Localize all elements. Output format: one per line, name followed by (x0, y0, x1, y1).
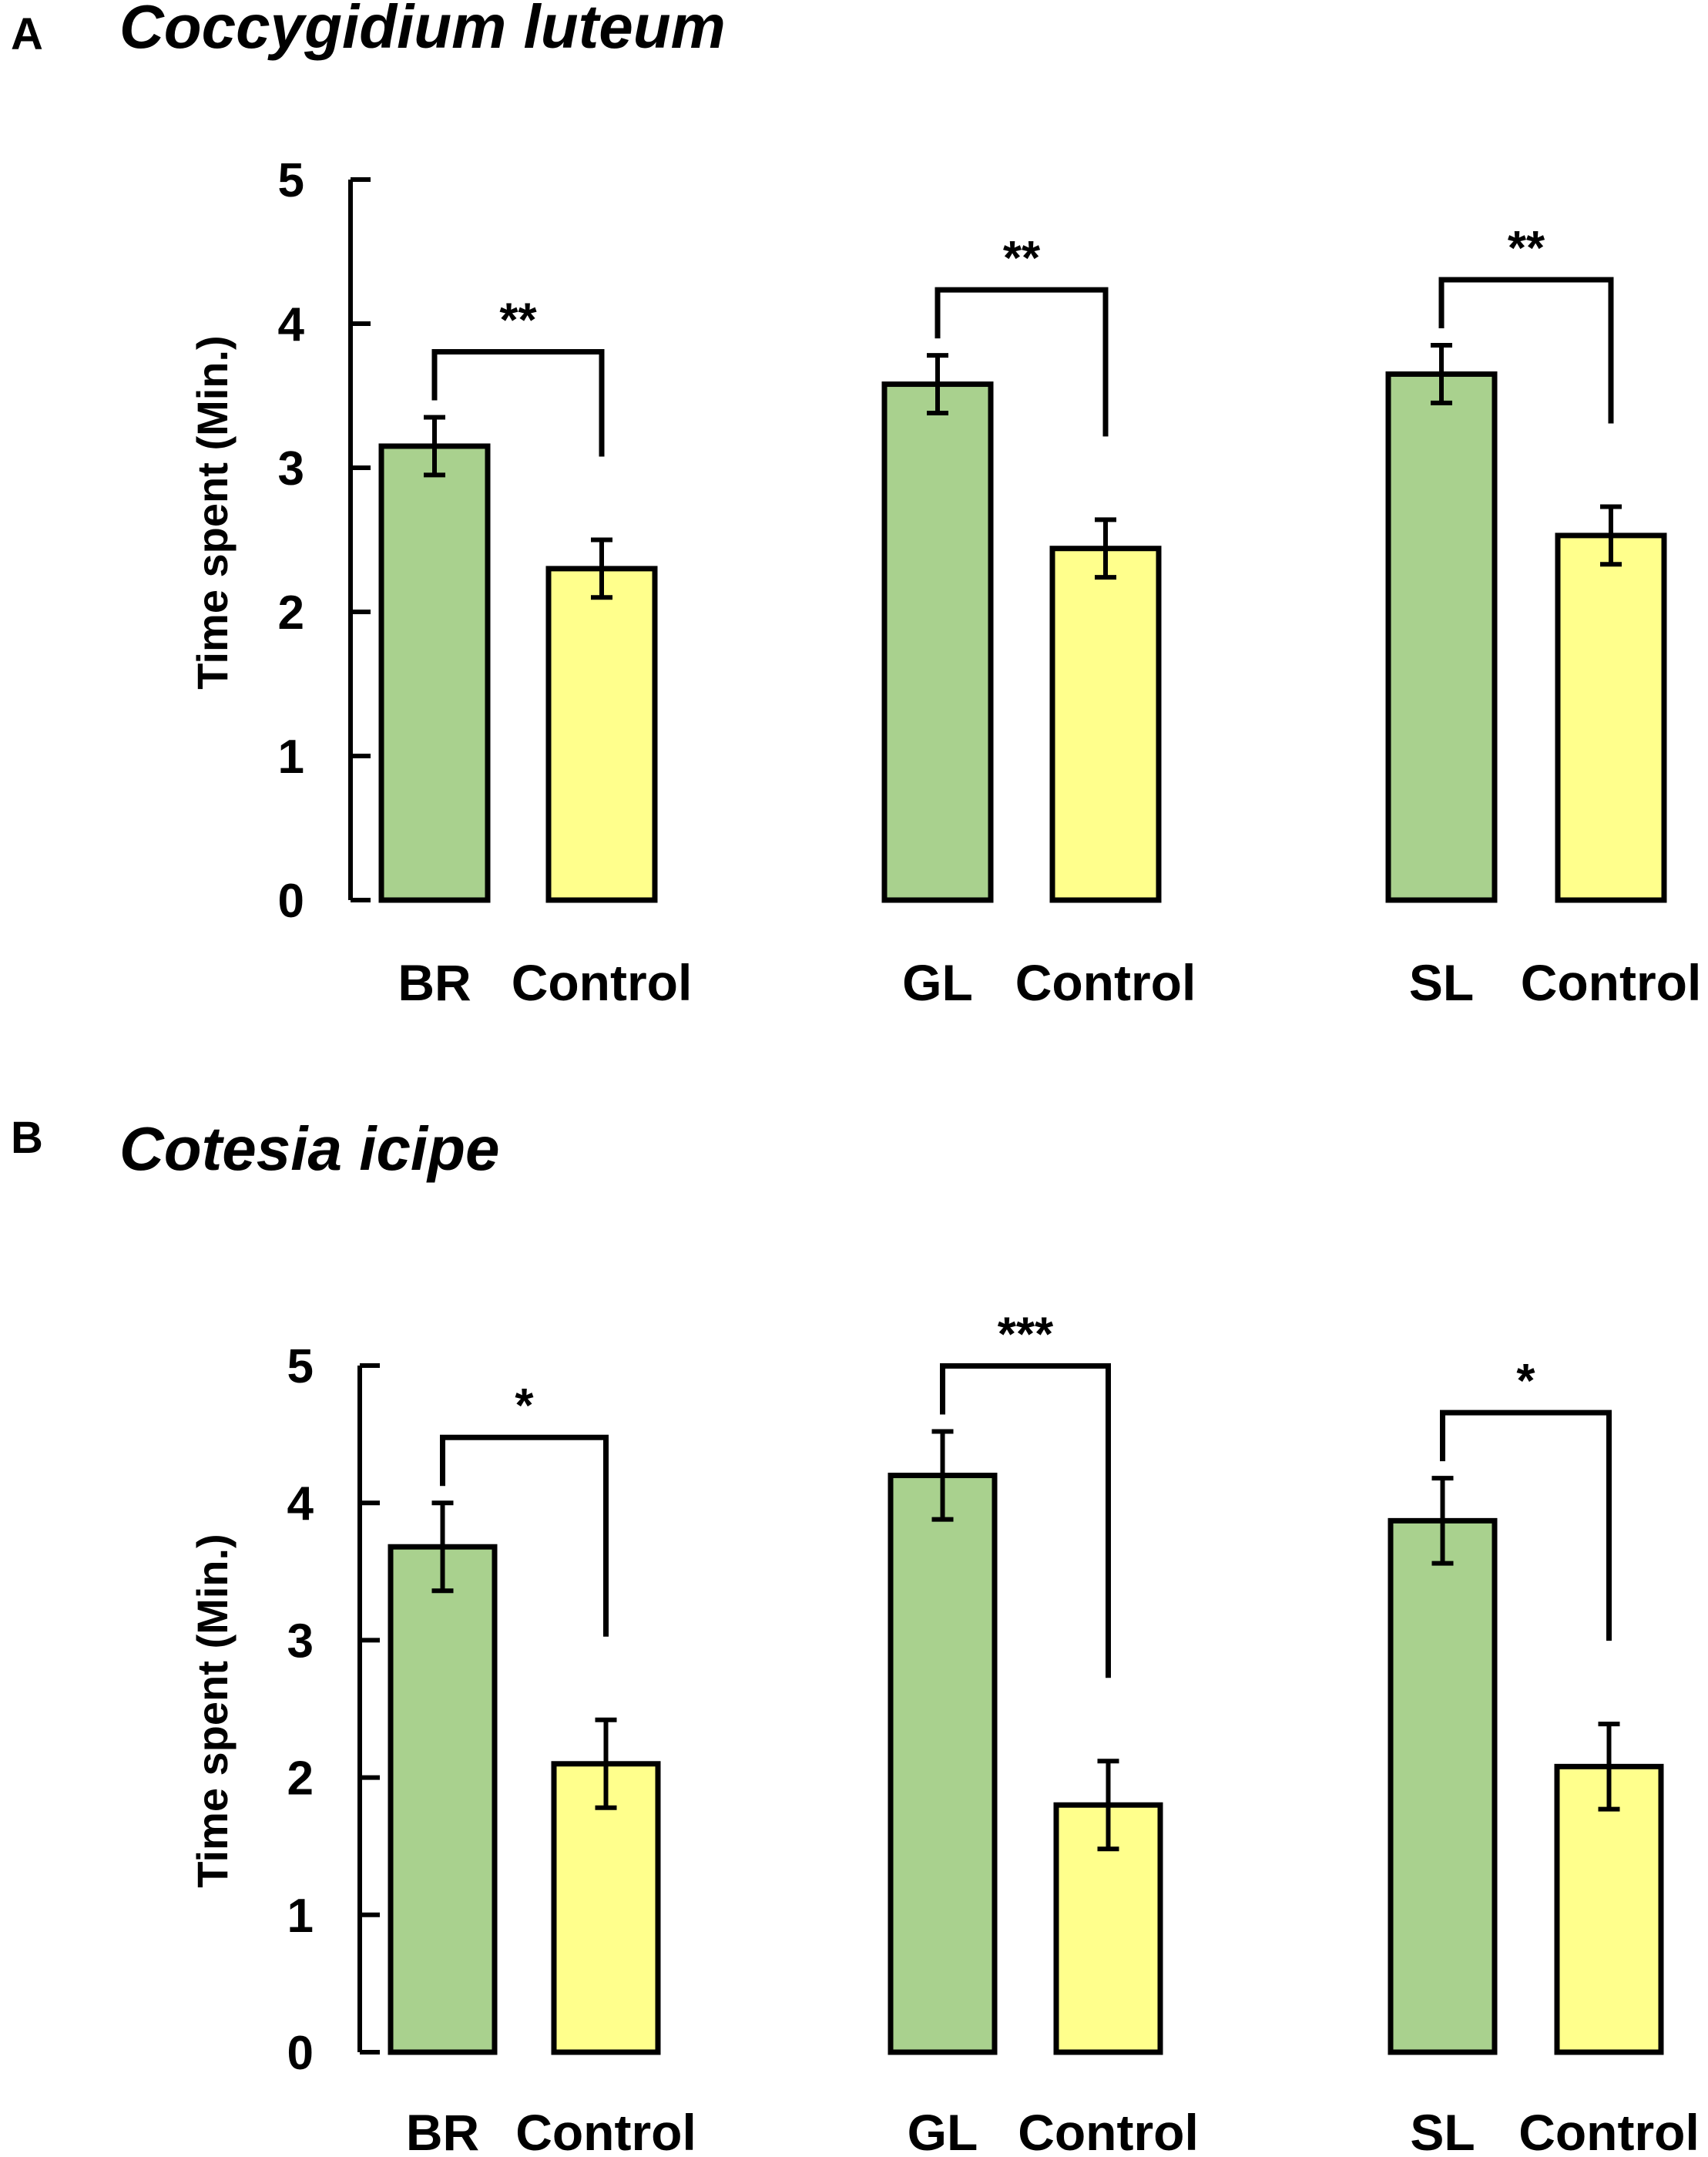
panel-b-letter: B (11, 1113, 43, 1163)
significance-label: * (515, 1379, 534, 1433)
y-tick-label: 0 (287, 2027, 314, 2080)
y-tick-label: 3 (287, 1614, 314, 1668)
category-label: Control (515, 2104, 696, 2157)
y-tick-label: 4 (287, 1477, 314, 1530)
y-tick-label: 2 (287, 1752, 314, 1806)
bar-treatment (881, 381, 994, 903)
significance-label: ** (1003, 232, 1041, 285)
panel-b-plot: 0 1 2 3 4 5 Time spent (Min.) BR Control * GL Contr… (188, 1309, 1700, 2157)
y-tick-label: 0 (278, 875, 304, 928)
y-axis-title: Time spent (Min.) (188, 1534, 237, 1887)
y-tick-label: 1 (287, 1890, 314, 1943)
significance-bracket (440, 1434, 609, 1637)
y-tick-label: 2 (278, 586, 304, 640)
panel-a-letter: A (11, 9, 43, 59)
panel-b: B Cotesia icipe 0 1 2 3 4 5 Time spent (Min.) B… (11, 1113, 1700, 2157)
category-label: Control (1518, 2104, 1700, 2157)
significance-label: ** (1508, 222, 1545, 275)
significance-label: ** (499, 294, 537, 348)
panel-a-title: Coccygidium luteum (119, 0, 726, 61)
category-label: Control (1015, 954, 1196, 1011)
category-label: BR (406, 2104, 479, 2157)
bar-control (1554, 1763, 1664, 2055)
bar-treatment (888, 1473, 998, 2055)
category-label: GL (908, 2104, 978, 2157)
y-tick-label: 5 (287, 1340, 314, 1393)
significance-bracket (940, 1363, 1111, 1678)
y-tick-label: 3 (278, 442, 304, 496)
y-tick-label: 5 (278, 154, 304, 207)
significance-bracket (1440, 1409, 1612, 1641)
bar-treatment (1385, 371, 1498, 903)
significance-bracket (431, 349, 605, 457)
bar-treatment (388, 1544, 498, 2055)
bar-control (545, 566, 658, 903)
significance-label: * (1516, 1355, 1535, 1408)
category-label: GL (902, 954, 973, 1011)
y-tick-label: 1 (278, 731, 304, 784)
category-label: Control (1018, 2104, 1199, 2157)
significance-bracket (1438, 277, 1614, 424)
bar-treatment (378, 443, 491, 903)
category-label: Control (512, 954, 693, 1011)
significance-label: *** (998, 1309, 1054, 1362)
category-label: SL (1410, 2104, 1475, 2157)
significance-bracket (935, 287, 1109, 437)
panel-a-plot: 0 1 2 3 4 5 Time spent (Min.) BR Control ** GL Cont… (188, 154, 1701, 1011)
category-label: SL (1409, 954, 1474, 1011)
panel-b-title: Cotesia icipe (119, 1114, 500, 1183)
bar-treatment (1388, 1517, 1498, 2055)
category-label: BR (398, 954, 471, 1011)
y-axis-title: Time spent (Min.) (188, 335, 237, 689)
panel-a: A Coccygidium luteum 0 1 2 3 4 5 Time spent (M… (11, 0, 1701, 1011)
category-label: Control (1521, 954, 1702, 1011)
y-tick-label: 4 (278, 298, 305, 351)
bar-control (1049, 546, 1162, 903)
bar-control (1555, 533, 1667, 903)
